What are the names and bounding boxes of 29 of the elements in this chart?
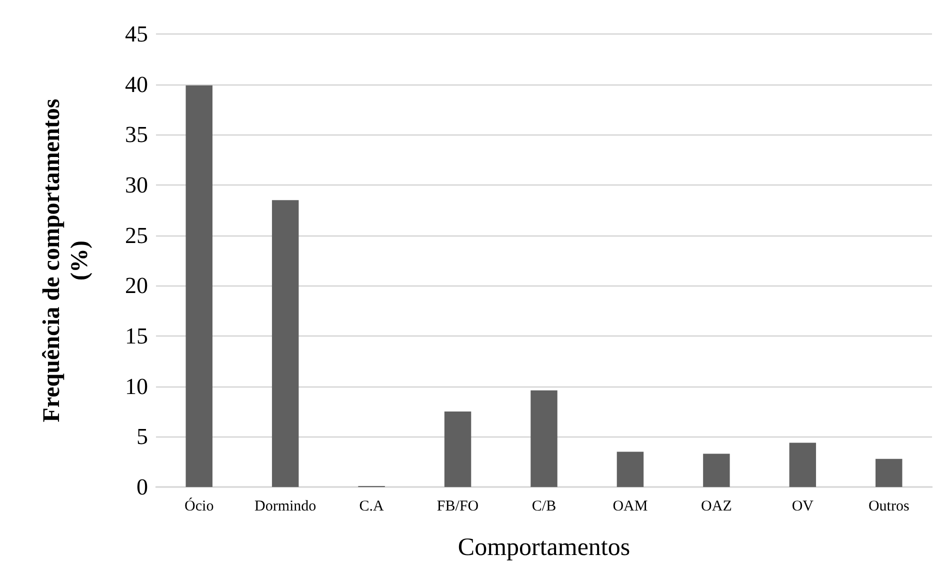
y-tick-label: 20: [125, 273, 148, 298]
y-tick-label: 30: [125, 172, 148, 198]
x-tick-label: OV: [792, 498, 814, 514]
x-tick-label: OAM: [612, 498, 648, 514]
y-tick-label: 10: [125, 374, 148, 399]
y-axis-title: Frequência de comportamentos (%): [39, 98, 93, 422]
bar: [876, 458, 902, 487]
y-tick-label: 15: [125, 324, 148, 348]
bar: [530, 390, 558, 487]
y-tick-label: 0: [136, 474, 148, 500]
y-tick-label: 40: [125, 72, 148, 97]
bar: [703, 454, 730, 487]
bar: [272, 200, 299, 487]
y-tick-label: 45: [125, 22, 148, 46]
x-tick-label: Dormindo: [254, 498, 316, 514]
bar: [616, 452, 644, 487]
x-tick-label: OAZ: [701, 498, 732, 514]
x-tick-label: C.A: [359, 498, 384, 514]
bar: [444, 412, 472, 487]
bar: [789, 442, 816, 487]
x-tick-label: Ócio: [184, 498, 214, 514]
y-tick-label: 35: [125, 122, 148, 148]
bar: [186, 85, 212, 487]
y-tick-label: 25: [125, 222, 148, 248]
x-tick-label: C/B: [532, 498, 556, 514]
y-tick-label: 5: [136, 424, 148, 450]
x-tick-label: Outros: [868, 498, 910, 514]
x-tick-label: FB/FO: [436, 498, 479, 514]
x-axis-title: Comportamentos: [458, 534, 630, 561]
